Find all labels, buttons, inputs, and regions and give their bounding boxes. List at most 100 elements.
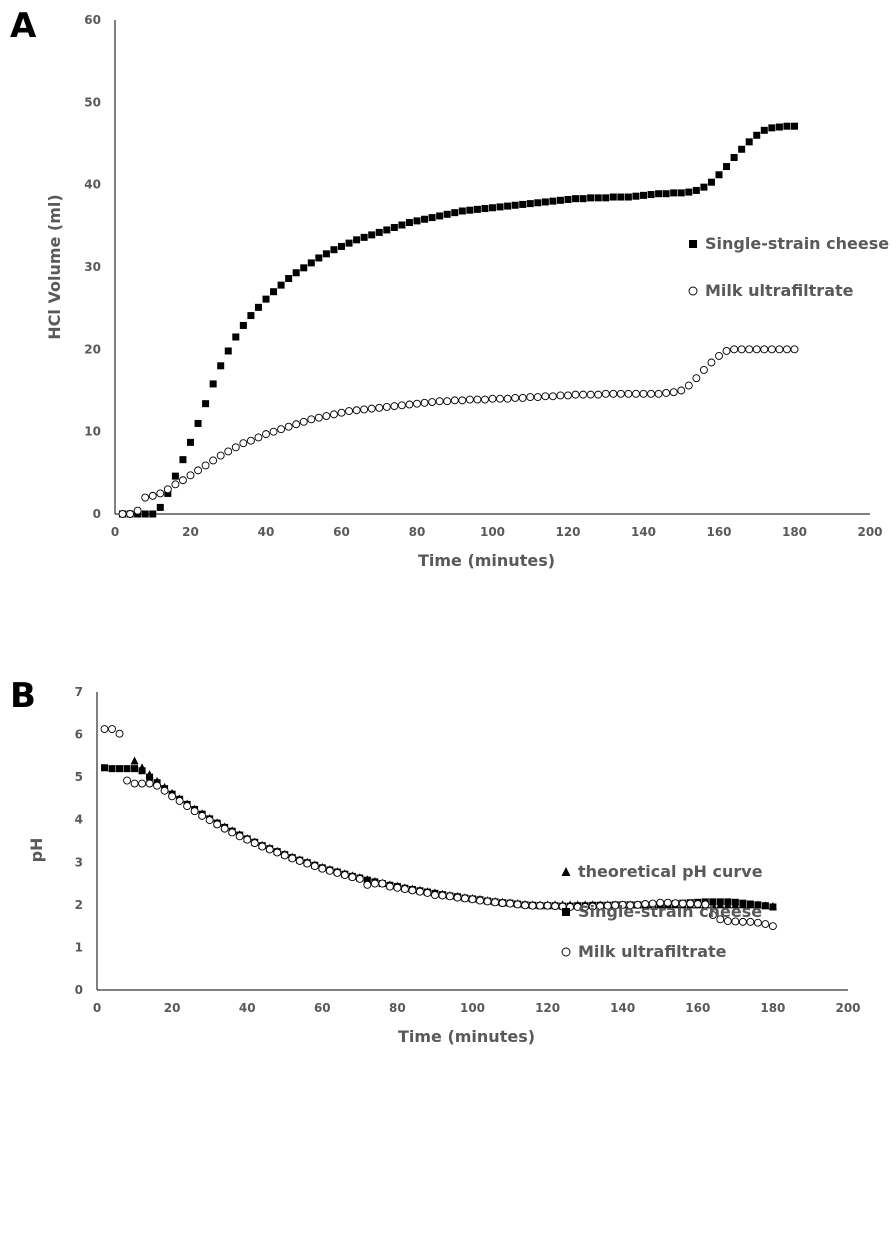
data-point (436, 212, 444, 220)
data-point (541, 392, 550, 401)
data-point (483, 897, 492, 906)
data-point (588, 902, 597, 911)
x-axis-title: Time (minutes) (418, 551, 555, 570)
series-1 (118, 345, 799, 518)
data-point (701, 900, 710, 909)
data-point (108, 765, 116, 773)
data-point (163, 485, 172, 494)
data-point (265, 845, 274, 854)
data-point (123, 776, 131, 785)
x-tick-label: 60 (314, 1001, 331, 1015)
data-point (273, 848, 282, 857)
data-point (700, 183, 708, 191)
data-point (118, 510, 127, 518)
y-tick-label: 2 (75, 898, 83, 912)
data-point (476, 896, 484, 905)
data-point (579, 390, 588, 399)
data-point (465, 395, 474, 404)
data-point (707, 178, 715, 186)
data-point (375, 228, 383, 236)
data-point (596, 902, 605, 911)
data-point (428, 214, 436, 222)
data-point (511, 201, 519, 209)
data-point (250, 839, 259, 848)
data-point (213, 820, 222, 829)
data-point (488, 394, 497, 403)
y-tick-label: 60 (84, 13, 101, 27)
data-point (451, 209, 459, 217)
data-point (420, 398, 429, 407)
data-point (198, 811, 207, 820)
data-point (618, 900, 627, 909)
data-point (528, 901, 537, 910)
y-tick-label: 6 (75, 728, 83, 742)
data-point (254, 303, 262, 311)
data-point (258, 842, 267, 851)
data-point (247, 312, 255, 320)
legend-marker (561, 867, 571, 876)
data-point (647, 191, 655, 199)
data-point (739, 899, 747, 907)
data-point (116, 765, 124, 773)
data-point (310, 862, 319, 871)
data-point (603, 901, 612, 910)
data-point (549, 197, 557, 205)
data-point (738, 917, 747, 926)
data-point (355, 874, 364, 883)
y-tick-label: 20 (84, 342, 101, 356)
data-point (481, 205, 489, 213)
data-point (738, 145, 746, 153)
legend-marker (689, 240, 697, 248)
data-point (435, 397, 444, 406)
data-point (367, 404, 376, 413)
x-tick-label: 20 (164, 1001, 181, 1015)
data-point (639, 389, 648, 398)
data-point (684, 381, 693, 390)
data-point (146, 773, 154, 781)
data-point (123, 765, 131, 773)
data-point (270, 288, 278, 296)
x-tick-label: 100 (480, 525, 505, 539)
data-point (115, 729, 124, 738)
data-point (352, 406, 361, 415)
data-point (277, 425, 286, 434)
data-point (579, 195, 587, 203)
legend-marker (562, 908, 570, 916)
data-point (521, 901, 530, 910)
legend-marker (688, 286, 698, 296)
data-point (752, 345, 761, 354)
data-point (513, 900, 522, 909)
data-point (671, 899, 680, 908)
data-point (556, 391, 565, 400)
data-point (413, 217, 421, 225)
data-point (518, 393, 527, 402)
x-tick-label: 20 (182, 525, 199, 539)
data-point (715, 171, 723, 179)
data-point (428, 398, 437, 406)
data-point (375, 403, 384, 412)
data-point (415, 887, 424, 896)
data-point (677, 189, 685, 197)
data-point (662, 190, 670, 198)
data-point (325, 866, 334, 875)
data-point (641, 900, 650, 908)
data-point (594, 390, 603, 399)
data-point (745, 345, 754, 354)
data-point (761, 920, 770, 928)
data-point (655, 190, 663, 198)
data-point (232, 333, 240, 341)
data-point (209, 380, 217, 388)
data-point (360, 405, 369, 414)
data-point (393, 883, 402, 892)
data-point (337, 408, 346, 417)
data-point (307, 259, 315, 267)
data-point (473, 395, 482, 404)
data-point (246, 436, 255, 445)
data-point (647, 389, 655, 398)
data-point (168, 792, 177, 801)
data-point (398, 221, 406, 229)
y-tick-label: 4 (75, 813, 83, 827)
data-point (498, 899, 507, 908)
data-point (769, 903, 777, 911)
data-point (541, 198, 549, 206)
